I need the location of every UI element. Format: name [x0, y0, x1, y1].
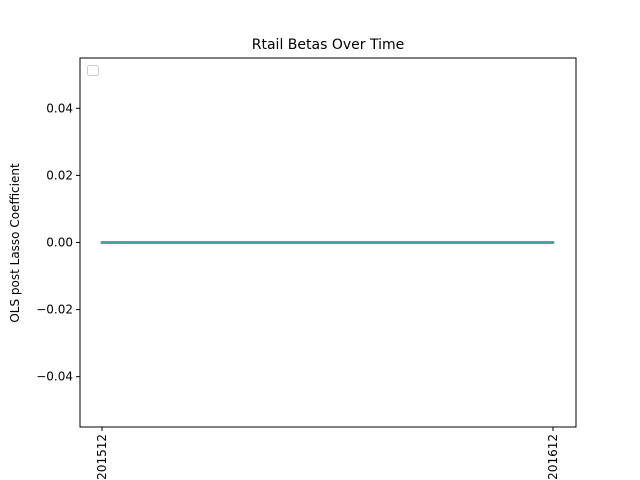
y-tick-label: −0.02	[36, 303, 73, 317]
x-tick-label: 201612	[546, 434, 560, 480]
y-tick-label: 0.02	[46, 168, 73, 182]
y-tick-label: −0.04	[36, 370, 73, 384]
x-tick-label: 201512	[95, 434, 109, 480]
y-axis-label: OLS post Lasso Coefficient	[8, 163, 22, 323]
y-tick-label: 0.04	[46, 101, 73, 115]
y-tick-label: 0.00	[46, 236, 73, 250]
legend-box	[87, 65, 99, 76]
x-axis: 201512 201612	[95, 427, 560, 480]
chart-title: Rtail Betas Over Time	[252, 37, 404, 53]
y-axis: −0.04 −0.02 0.00 0.02 0.04	[36, 101, 80, 384]
